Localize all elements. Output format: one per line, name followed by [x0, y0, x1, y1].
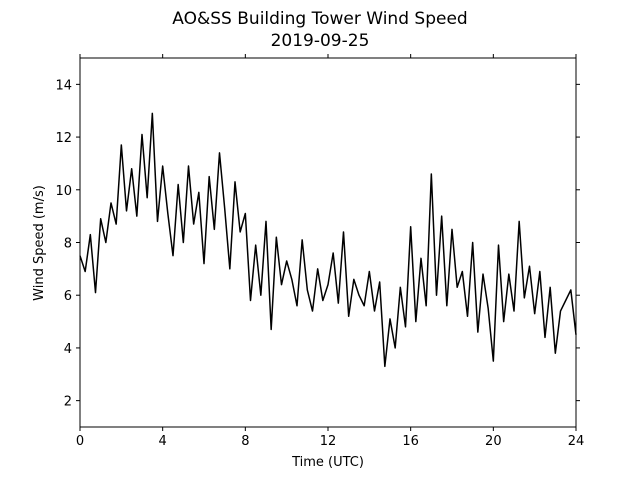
y-tick-label: 2	[64, 395, 72, 410]
x-tick-label: 4	[159, 434, 167, 449]
y-axis-label: Wind Speed (m/s)	[32, 185, 47, 301]
y-tick-label: 14	[55, 78, 72, 93]
plot-frame	[79, 57, 577, 428]
y-tick-label: 12	[55, 131, 72, 146]
y-tick-label: 10	[55, 184, 72, 199]
y-tick-label: 4	[64, 342, 72, 357]
y-tick-label: 8	[64, 237, 72, 252]
x-tick-label: 16	[402, 434, 419, 449]
y-tick-label: 6	[64, 289, 72, 304]
x-tick-label: 20	[485, 434, 502, 449]
chart-title: AO&SS Building Tower Wind Speed	[172, 9, 467, 29]
x-tick-label: 24	[568, 434, 585, 449]
x-axis-label: Time (UTC)	[291, 455, 364, 470]
x-tick-label: 0	[76, 434, 84, 449]
chart-subtitle: 2019-09-25	[271, 31, 370, 51]
data-line	[79, 112, 577, 368]
x-tick-label: 12	[320, 434, 337, 449]
x-tick-label: 8	[241, 434, 249, 449]
